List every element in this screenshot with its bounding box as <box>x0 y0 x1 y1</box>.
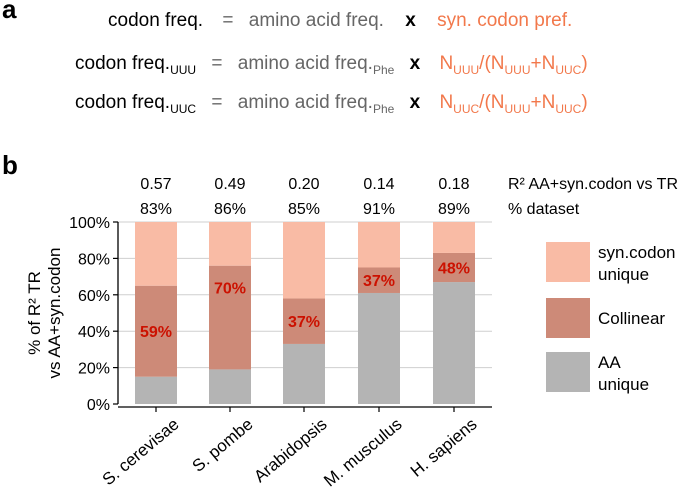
legend-label: Collinear <box>598 309 665 328</box>
legend-label: AA <box>598 353 621 372</box>
legend-label: syn.codon <box>598 243 676 262</box>
bar-segment-aa-unique <box>433 282 475 404</box>
codon-freq-term: codon freq. <box>108 10 204 31</box>
r2-value: 0.49 <box>214 176 245 193</box>
x-tick-label: S. pombe <box>189 415 257 476</box>
dataset-percent: 83% <box>140 201 172 218</box>
bar-segment-collinear <box>283 298 325 344</box>
y-tick-label: 60% <box>78 288 110 305</box>
times-operator: x <box>405 10 416 31</box>
bar-segment-syn-codon-unique <box>433 222 475 253</box>
bar-segment-aa-unique <box>283 343 325 404</box>
bar-segment-syn-codon-unique <box>209 222 251 266</box>
y-tick-label: 80% <box>78 251 110 268</box>
bar-percent-label: 48% <box>438 261 470 278</box>
bar-segment-aa-unique <box>358 292 400 404</box>
dataset-percent: 91% <box>363 201 395 218</box>
bar-segment-collinear <box>209 265 251 370</box>
bar-segment-syn-codon-unique <box>283 222 325 299</box>
r2-value: 0.20 <box>288 176 319 193</box>
legend-swatch-aa-unique <box>546 352 590 392</box>
legend-label: unique <box>598 265 649 284</box>
uuu-ratio-term: NUUU/(NUUU+NUUC) <box>439 53 588 77</box>
bar-segment-syn-codon-unique <box>135 222 177 286</box>
amino-acid-freq-phe-term: amino acid freq.Phe <box>237 92 395 116</box>
bar-segment-aa-unique <box>135 376 177 404</box>
equals-sign: = <box>211 53 223 74</box>
bar-segment-collinear <box>433 252 475 283</box>
y-tick-label: 20% <box>78 361 110 378</box>
y-tick-label: 0% <box>87 397 110 414</box>
equals-sign: = <box>222 10 234 31</box>
dataset-percent: 85% <box>288 201 320 218</box>
bar-percent-label: 70% <box>214 281 246 298</box>
syn-codon-pref-term: syn. codon pref. <box>437 10 573 31</box>
x-tick-label: Arabidopsis <box>250 415 330 487</box>
bar-segment-collinear <box>135 285 177 377</box>
r2-value: 0.57 <box>140 176 171 193</box>
bar-segment-aa-unique <box>209 369 251 404</box>
legend-swatch-syn-codon-unique <box>546 242 590 282</box>
amino-acid-freq-term: amino acid freq. <box>248 10 384 31</box>
amino-acid-freq-phe-term: amino acid freq.Phe <box>237 53 395 77</box>
bar-percent-label: 37% <box>288 314 320 331</box>
legend-label: unique <box>598 375 649 394</box>
equation-row-1: codon freq. = amino acid freq. x syn. co… <box>108 10 572 32</box>
uuc-ratio-term: NUUC/(NUUU+NUUC) <box>439 92 588 116</box>
panel-b-label: b <box>2 150 18 180</box>
dataset-percent: 86% <box>214 201 246 218</box>
y-tick-label: 40% <box>78 324 110 341</box>
bar-segment-syn-codon-unique <box>358 222 400 268</box>
dataset-row-label: % dataset <box>508 201 580 218</box>
y-tick-label: 100% <box>69 215 110 232</box>
bar-segment-collinear <box>358 267 400 293</box>
legend-swatch-collinear <box>546 298 590 338</box>
times-operator: x <box>409 92 421 113</box>
codon-freq-uuu-term: codon freq.UUU <box>75 53 197 77</box>
times-operator: x <box>409 53 421 74</box>
bar-percent-label: 37% <box>363 273 395 290</box>
bar-percent-label: 59% <box>140 324 172 341</box>
codon-freq-uuc-term: codon freq.UUC <box>75 92 197 116</box>
x-tick-label: S. cerevisae <box>99 415 183 490</box>
r2-value: 0.18 <box>438 176 469 193</box>
r2-row-label: R² AA+syn.codon vs TR <box>508 176 678 193</box>
panel-a-label: a <box>2 0 17 24</box>
equation-row-3: codon freq.UUC = amino acid freq.Phe x N… <box>75 92 588 116</box>
x-tick-label: H. sapiens <box>407 415 481 481</box>
equation-row-2: codon freq.UUU = amino acid freq.Phe x N… <box>75 53 588 77</box>
y-axis-label-line1: % of R² TR <box>25 271 44 355</box>
dataset-percent: 89% <box>438 201 470 218</box>
r2-value: 0.14 <box>363 176 394 193</box>
x-tick-label: M. musculus <box>320 415 405 491</box>
y-axis-label-line2: vs AA+syn.codon <box>45 248 64 379</box>
equals-sign: = <box>211 92 223 113</box>
